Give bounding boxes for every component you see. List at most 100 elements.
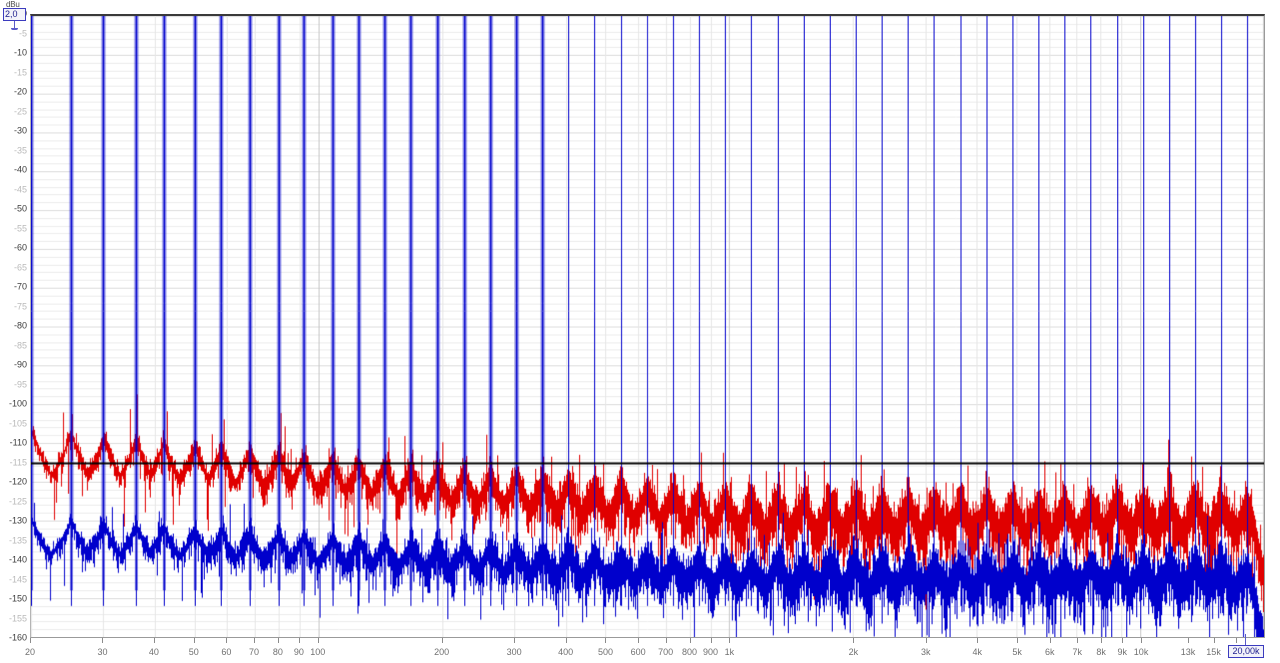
x-axis-tick-mark [277,638,279,643]
x-axis-tick-label: 9k [1117,647,1127,657]
y-axis-tick-label: -55 [13,223,27,233]
x-axis-tick-label: 100 [310,647,326,657]
x-axis-tick-label: 3k [921,647,931,657]
x-axis-tick-mark [441,638,443,643]
x-axis-tick-mark [710,638,712,643]
y-axis-tick-label: -100 [8,398,27,409]
x-axis-tick-label: 60 [221,647,232,657]
level-value-input[interactable]: 2,0 [3,8,26,21]
top-marker-stem [14,20,15,29]
y-axis-tick-label: -50 [13,203,27,214]
x-axis-tick-label: 70 [248,647,259,657]
y-axis-tick-label: -30 [13,125,27,136]
x-axis-tick-mark [1187,638,1189,643]
y-axis-tick-label: -110 [9,437,27,448]
x-axis-tick-label: 15k [1206,647,1221,657]
x-axis-tick-mark [1077,638,1079,643]
x-axis-tick-label: 10k [1133,647,1149,657]
y-axis-tick-label: -40 [13,164,27,175]
y-axis-tick-label: -60 [13,242,27,253]
x-axis-tick-mark [925,638,927,643]
x-axis-tick-mark [514,638,516,643]
y-axis-tick-label: -145 [8,574,27,584]
x-axis-tick-mark [565,638,567,643]
x-axis-tick-label: 500 [597,647,613,657]
x-axis-tick-label: 40 [148,647,159,657]
x-axis-tick-label: 13k [1180,647,1196,657]
x-axis-tick-mark [226,638,228,643]
x-axis-tick-label: 700 [658,647,674,657]
x-axis-tick-mark [1017,638,1019,643]
plot-area[interactable] [30,14,1265,638]
x-axis-tick-label: 90 [293,647,304,657]
y-axis-tick-label: -140 [8,554,27,565]
x-axis-tick-label: 800 [681,647,698,657]
x-axis-tick-label: 20 [24,647,36,657]
x-axis-tick-label: 8k [1096,647,1106,657]
y-axis-tick-label: -135 [8,535,27,545]
x-axis-tick-label: 6k [1044,647,1055,657]
frequency-value-input[interactable]: 20,00k [1228,645,1264,658]
x-axis-tick-mark [638,638,640,643]
x-axis-tick-label: 900 [703,647,719,657]
y-axis-tick-label: -45 [13,184,27,194]
right-marker-stem [1245,634,1246,645]
x-axis-tick-mark [853,638,855,643]
y-axis-tick-label: -125 [8,496,27,506]
x-axis-tick-mark [30,638,31,643]
x-axis-tick-label: 1k [724,647,735,657]
y-axis-tick-label: -160 [8,632,27,643]
y-axis-tick-label: -75 [13,301,27,311]
y-axis-tick-label: -105 [8,418,27,428]
y-axis-tick-label: -35 [13,145,27,155]
y-axis-tick-label: -115 [9,457,27,467]
y-axis-tick-label: -70 [13,281,27,292]
y-axis-tick-label: -95 [13,379,27,389]
y-axis-tick-label: -15 [13,67,27,77]
y-axis-tick-label: -85 [13,340,27,350]
y-axis-tick-label: -80 [13,320,27,331]
x-axis-tick-mark [253,638,255,643]
x-axis-tick-label: 80 [272,647,283,657]
y-axis-unit-label: dBu [6,0,20,9]
x-axis-tick-label: 400 [558,647,574,657]
x-axis-tick-mark [977,638,979,643]
x-axis-tick-label: 7k [1072,647,1083,657]
x-axis-tick-mark [1122,638,1124,643]
x-axis-tick-mark [1141,638,1143,643]
x-axis-tick-mark [102,638,104,643]
y-axis-tick-label: -130 [8,515,27,526]
x-axis-tick-mark [1235,638,1237,643]
y-axis-tick-label: -65 [13,262,27,272]
x-axis-tick-mark [193,638,195,643]
y-axis-tick-label: -150 [8,593,27,604]
x-axis-tick-mark [1213,638,1215,643]
x-axis-tick-mark [665,638,667,643]
x-axis-tick-label: 2k [848,647,859,657]
x-axis-tick-mark [605,638,607,643]
x-axis-tick-label: 600 [630,647,646,657]
x-axis-tick-mark [689,638,691,643]
y-axis-tick-label: -90 [13,359,27,370]
y-axis-tick-label: -10 [13,47,27,58]
y-axis-tick-label: -25 [13,106,27,116]
y-axis-tick-label: -155 [8,613,27,623]
x-axis-tick-mark [1101,638,1103,643]
x-axis: 20 30 40 50 60 70 80 90 100 200 300 400 500 600 700 800… [0,638,1280,663]
top-marker-handle-icon[interactable] [11,28,18,30]
x-axis-tick-label: 300 [506,647,522,657]
x-axis-tick-mark [298,638,300,643]
x-axis-tick-label: 30 [97,647,108,657]
x-axis-tick-mark [1049,638,1051,643]
x-axis-tick-mark [153,638,155,643]
y-axis-tick-label: -120 [8,476,27,487]
y-axis-tick-label: -5 [18,28,27,38]
x-axis-tick-mark [317,638,319,643]
x-axis-tick-label: 4k [972,647,983,657]
cursor-line[interactable] [31,16,1264,637]
x-axis-tick-label: 5k [1012,647,1022,657]
x-axis-tick-mark [729,638,731,643]
y-axis: 0-5-10-15-20-25-30-35-40-45-50-55-60-65-… [0,0,30,663]
x-axis-tick-label: 200 [434,647,450,657]
